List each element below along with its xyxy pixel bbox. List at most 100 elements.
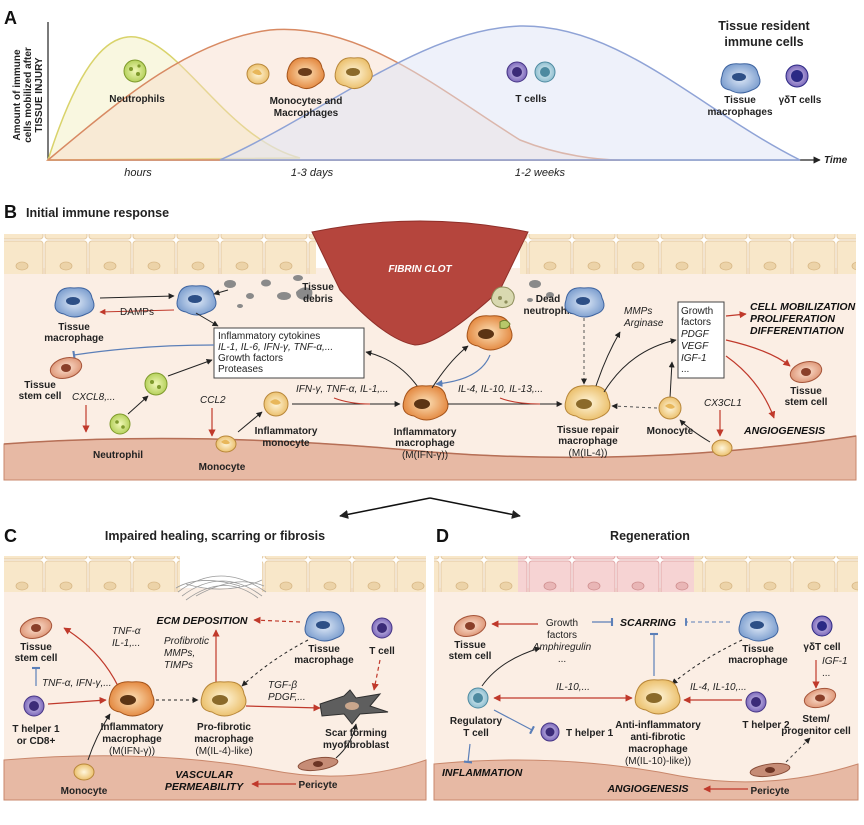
c-profib-1: Profibrotic xyxy=(164,636,209,647)
cxcl8-label: CXCL8,... xyxy=(72,392,115,403)
c-tnf-2: IL-1,... xyxy=(112,638,140,649)
c-th1-1: T helper 1 xyxy=(12,724,60,735)
svg-text:cells mobilized after: cells mobilized after xyxy=(23,47,34,143)
macrophage-orange-icon xyxy=(286,57,325,90)
c-inflam-macro-icon xyxy=(108,681,155,717)
panel-d-letter: D xyxy=(436,526,449,546)
c-profib-3: TIMPs xyxy=(164,660,193,671)
d-stem-2: stem cell xyxy=(449,651,492,662)
time-hours: hours xyxy=(124,167,152,179)
c-monocyte-label: Monocyte xyxy=(61,786,108,797)
d-anti-macro-icon xyxy=(634,679,681,715)
panel-d: D Regeneration Tissue stem cell Growth f… xyxy=(433,526,859,801)
panel-d-title: Regeneration xyxy=(610,529,690,543)
d-il4: IL-4, IL-10,... xyxy=(690,682,747,693)
neutrophil-curve xyxy=(46,36,301,161)
inflam-macro-3: (M(IFN-γ)) xyxy=(402,450,448,461)
d-igf-2: ... xyxy=(822,668,830,679)
cytokine-line-3: Growth factors xyxy=(218,353,283,364)
panel-a-ylabel: Amount of immune cells mobilized after T… xyxy=(12,47,45,143)
neutrophil-label: Neutrophil xyxy=(93,450,143,461)
panel-c-epithelium-left xyxy=(4,556,180,592)
c-inflam-2: macrophage xyxy=(102,734,162,745)
damps-arrow-2 xyxy=(99,308,175,315)
c-th1-2: or CD8+ xyxy=(17,736,56,747)
d-gdt-icon xyxy=(811,615,833,637)
panel-a: A Amount of immune cells mobilized after… xyxy=(4,8,848,179)
monocyte-label: Monocyte xyxy=(199,462,246,473)
resident-macro-2: macrophages xyxy=(707,107,772,118)
c-stem-1: Tissue xyxy=(20,642,52,653)
panel-d-epithelium-c xyxy=(694,556,858,592)
d-tissuemacro-to-anti xyxy=(671,639,743,685)
neutrophil-extravasating-icon xyxy=(109,413,131,435)
stem-cell-left-1: Tissue xyxy=(24,380,56,391)
d-stem-prog-1: Stem/ xyxy=(802,714,829,725)
cx3cl1-label: CX3CL1 xyxy=(704,398,742,409)
resident-title-2: immune cells xyxy=(724,35,803,49)
c-inflam-1: Inflammatory xyxy=(101,722,164,733)
macrophage-yellow-icon xyxy=(334,57,373,90)
panel-c-letter: C xyxy=(4,526,17,546)
neutrophil-icon xyxy=(123,59,147,83)
dead-neutrophil-label-2: neutrophil xyxy=(524,306,573,317)
d-pericyte-icon xyxy=(749,762,791,778)
c-tissue-macro-1: Tissue xyxy=(308,644,340,655)
neutrophil-tissue-icon xyxy=(144,372,168,396)
repair-to-mmps xyxy=(595,331,621,387)
d-anti-4: (M(IL-10)-like)) xyxy=(625,756,691,767)
tissue-stem-cell-right-icon xyxy=(789,360,823,384)
d-growth-3: Amphiregulin xyxy=(532,642,592,653)
d-angiogenesis: ANGIOGENESIS xyxy=(606,783,688,795)
c-th1-icon xyxy=(23,695,45,717)
c-mono-to-macro xyxy=(87,713,111,761)
phago-inhibit xyxy=(435,354,491,387)
repair-macro-2: macrophage xyxy=(558,436,618,447)
c-inflam-3: (M(IFN-γ)) xyxy=(109,746,155,757)
dead-neutrophil-label-1: Dead xyxy=(536,294,560,305)
repair-macrophage-icon xyxy=(564,385,611,421)
growth-1: Growth xyxy=(681,306,713,317)
c-profib-macro-1: Pro-fibrotic xyxy=(197,722,251,733)
panel-b-epithelium-left xyxy=(4,234,316,274)
d-treg-2: T cell xyxy=(463,728,489,739)
mmps-2: Arginase xyxy=(623,318,664,329)
damps-arrow-1 xyxy=(99,293,175,300)
panel-c-title: Impaired healing, scarring or fibrosis xyxy=(105,529,325,543)
c-tissuemacro-to-ecm xyxy=(253,616,301,624)
d-stem-1: Tissue xyxy=(454,640,486,651)
panel-b-title: Initial immune response xyxy=(26,206,169,220)
monocytes-label-2: Macrophages xyxy=(274,108,339,119)
svg-text:TISSUE INJURY: TISSUE INJURY xyxy=(34,57,45,133)
growth-to-mob xyxy=(725,311,747,319)
box-to-stem-inhibit xyxy=(72,344,215,360)
c-pericyte-label: Pericyte xyxy=(299,780,338,791)
tissue-debris-label-1: Tissue xyxy=(302,282,334,293)
macro-to-phago xyxy=(431,345,469,389)
c-tcell-label: T cell xyxy=(369,646,395,657)
repair-to-growth xyxy=(603,338,677,393)
c-pericyte-icon xyxy=(297,756,339,772)
growth-5: IGF-1 xyxy=(681,353,707,364)
panel-c: C Impaired healing, scarring or fibrosis… xyxy=(3,526,427,801)
mono-right-to-repair xyxy=(611,403,658,410)
mono-right-to-growth xyxy=(668,361,675,399)
d-inflammation: INFLAMMATION xyxy=(442,767,523,779)
d-th2-label: T helper 2 xyxy=(742,720,790,731)
tissue-debris-label-2: debris xyxy=(303,294,333,305)
c-tnf2: TNF-α, IFN-γ,... xyxy=(42,678,112,689)
c-monocyte-icon xyxy=(73,763,95,781)
resident-gdt-label: γδT cells xyxy=(779,95,822,106)
tissue-macrophage-left-2: macrophage xyxy=(44,333,104,344)
c-profib-to-myo xyxy=(245,704,321,712)
c-scar-2: myofibroblast xyxy=(323,740,390,751)
tissue-stem-cell-left-icon xyxy=(49,356,83,380)
c-profib-macro-icon xyxy=(200,681,247,717)
panel-d-vessel xyxy=(433,759,859,801)
d-growth-1: Growth xyxy=(546,618,578,629)
d-treg-inhibit-th1 xyxy=(493,709,535,735)
growth-2: factors xyxy=(681,317,711,328)
d-stem-prog-2: progenitor cell xyxy=(781,726,851,737)
d-th1-label: T helper 1 xyxy=(566,728,614,739)
gdt-cell-icon xyxy=(785,64,809,88)
